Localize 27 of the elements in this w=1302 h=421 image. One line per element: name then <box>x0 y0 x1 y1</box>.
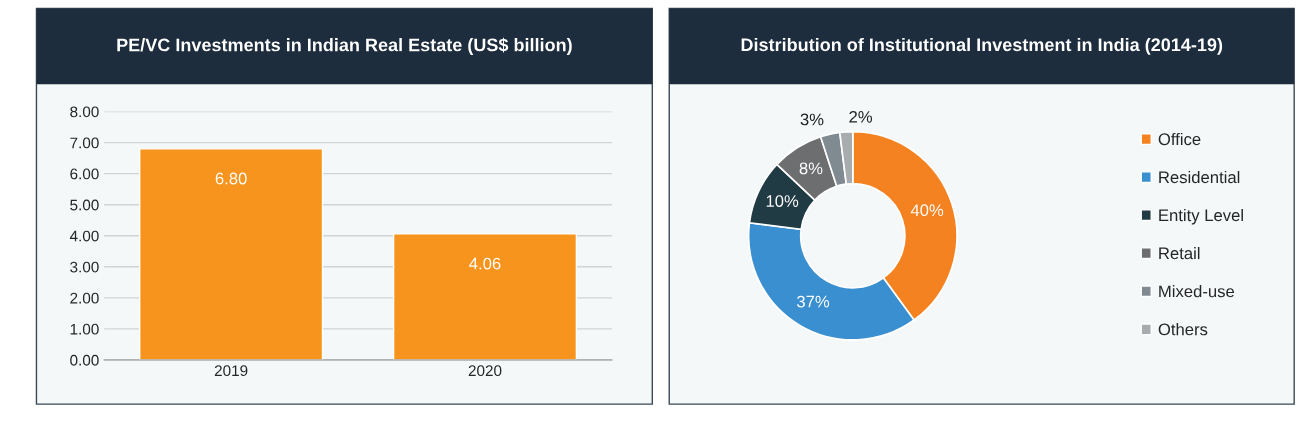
chart-title: PE/VC Investments in Indian Real Estate (US$ billion) <box>117 37 572 55</box>
y-tick-label: 3.00 <box>70 261 99 273</box>
legend-label: Others <box>1158 323 1208 336</box>
legend-label: Residential <box>1159 170 1240 184</box>
data-label: 37% <box>797 295 830 308</box>
y-tick-label: 8.00 <box>70 106 99 118</box>
y-tick-label: 0.00 <box>70 354 99 366</box>
data-label: 8% <box>799 162 823 175</box>
y-tick-label: 2.00 <box>70 292 99 304</box>
legend-label: Office <box>1158 132 1201 146</box>
data-label: 3% <box>800 113 824 126</box>
legend-label: Mixed-use <box>1159 285 1235 298</box>
data-label: 10% <box>766 195 799 207</box>
data-label: 2% <box>849 110 873 123</box>
y-tick-label: 1.00 <box>70 323 99 335</box>
data-label: 40% <box>910 204 944 217</box>
data-label: 4.06 <box>469 257 501 270</box>
x-tick-label: 2019 <box>214 365 248 377</box>
x-tick-label: 2020 <box>468 365 502 377</box>
chart-title: Distribution of Institutional Investment in India (2014-19) <box>741 37 1223 55</box>
data-label: 6.80 <box>215 172 247 185</box>
legend-label: Retail <box>1159 247 1200 260</box>
y-tick-label: 7.00 <box>70 137 99 149</box>
y-tick-label: 4.00 <box>69 230 99 242</box>
y-tick-label: 6.00 <box>70 168 99 180</box>
y-tick-label: 5.00 <box>70 199 99 211</box>
legend-label: Entity Level <box>1159 208 1243 225</box>
